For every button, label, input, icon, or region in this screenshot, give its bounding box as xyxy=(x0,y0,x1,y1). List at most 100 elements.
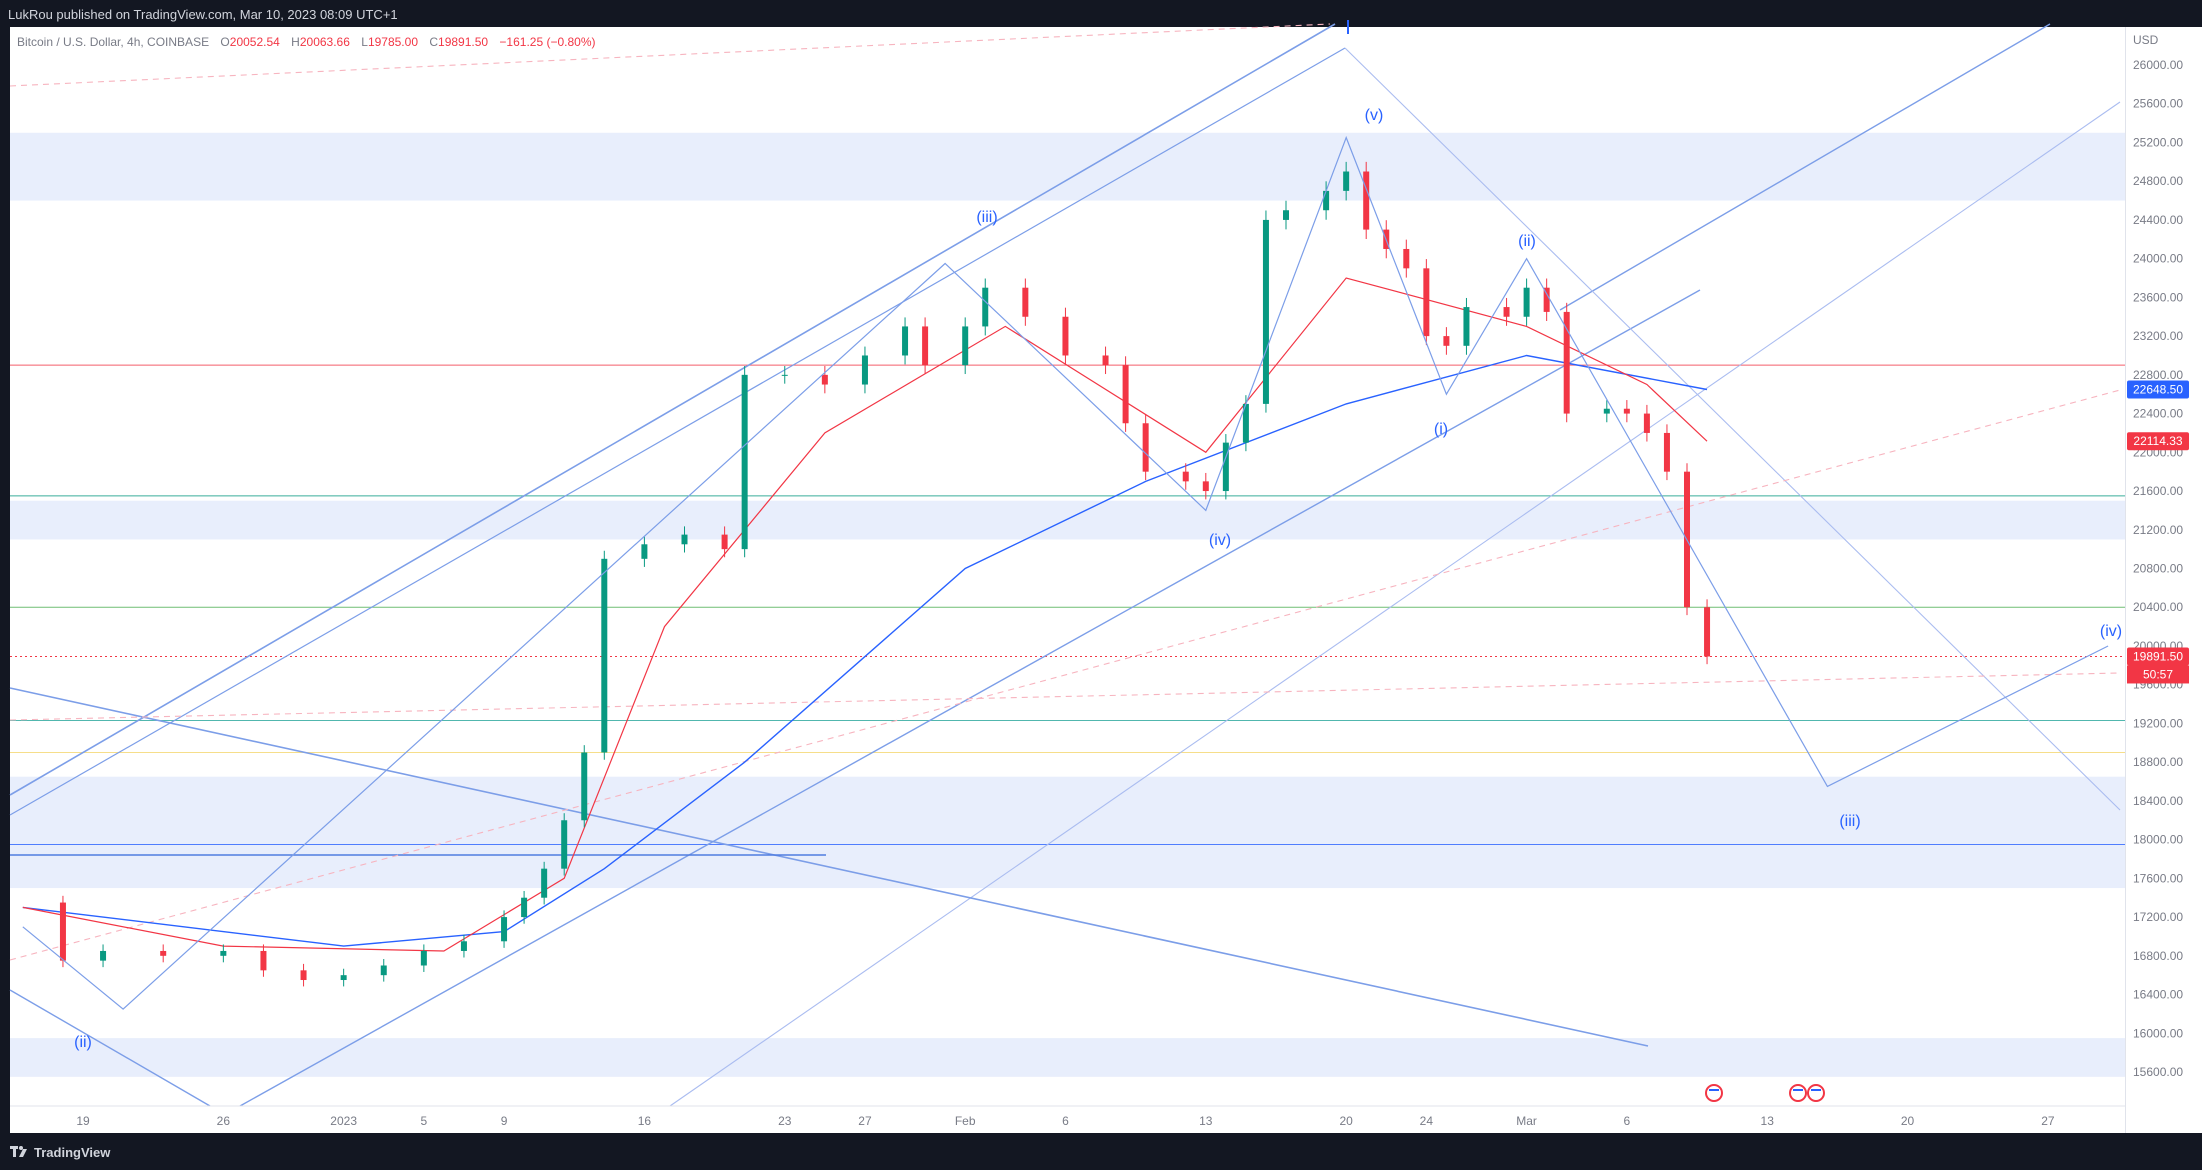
candle-body xyxy=(1463,307,1470,346)
candle-body xyxy=(601,558,608,753)
wave-swing-line xyxy=(22,135,2109,1010)
descending-line xyxy=(9,687,1649,1047)
candle-body xyxy=(1182,471,1189,482)
channel-upper-line xyxy=(9,23,1336,796)
legend-close-value: 19891.50 xyxy=(438,35,488,49)
candle-body xyxy=(1423,268,1430,337)
candle-body xyxy=(641,544,648,559)
legend-open-label: O xyxy=(220,35,229,49)
candle-body xyxy=(681,534,688,545)
time-tick-label: 27 xyxy=(2041,1114,2055,1128)
support-resistance-zones xyxy=(10,132,2125,1077)
us-flag-event-icon[interactable] xyxy=(1789,1084,1807,1102)
candle-body xyxy=(340,975,347,981)
candle-body xyxy=(861,355,868,385)
time-tick-label: 27 xyxy=(858,1114,872,1128)
dashed-line-3 xyxy=(9,389,2121,961)
candle-body xyxy=(1323,190,1330,211)
candle-body xyxy=(1022,287,1029,317)
time-tick-label: 6 xyxy=(1624,1114,1631,1128)
time-tick-label: Mar xyxy=(1516,1114,1537,1128)
candle-body xyxy=(1443,336,1450,346)
price-tick-label: 18400.00 xyxy=(2133,794,2183,808)
price-tick-label: 22400.00 xyxy=(2133,407,2183,421)
wave-label-iii-target[interactable]: (iii) xyxy=(1839,813,1860,830)
economic-event-markers[interactable] xyxy=(1705,1084,1825,1102)
candle-body xyxy=(821,374,828,385)
candle-body xyxy=(1142,423,1149,472)
price-tick-label: 17600.00 xyxy=(2133,871,2183,885)
price-tick-label: 24800.00 xyxy=(2133,174,2183,188)
published-header: LukRou published on TradingView.com, Mar… xyxy=(0,0,2202,27)
price-tick-label: 16800.00 xyxy=(2133,949,2183,963)
time-tick-label: 6 xyxy=(1062,1114,1069,1128)
price-axis[interactable] xyxy=(2125,27,2202,1133)
candle-body xyxy=(1503,307,1510,317)
legend-symbol: Bitcoin / U.S. Dollar, 4h, COINBASE xyxy=(17,35,209,49)
candle-body xyxy=(1062,316,1069,356)
elliott-wave-path xyxy=(22,135,2109,1010)
dashed-line-2 xyxy=(9,672,2121,721)
price-zone xyxy=(10,776,2125,889)
candle-body xyxy=(380,965,387,976)
time-tick-label: 20 xyxy=(1901,1114,1915,1128)
candle-body xyxy=(741,374,748,550)
ma-red-line xyxy=(22,277,1708,952)
time-tick-label: 26 xyxy=(217,1114,231,1128)
candle-body xyxy=(1643,413,1650,433)
price-axis-badges: 22648.50 22114.33 19891.50 50:57 xyxy=(2127,380,2189,684)
candle-body xyxy=(581,752,588,821)
big-channel-lower-line xyxy=(669,101,2121,1107)
price-tick-label: 20800.00 xyxy=(2133,562,2183,576)
ma-blue-line xyxy=(22,354,1708,947)
price-tick-label: 23200.00 xyxy=(2133,329,2183,343)
candle-body xyxy=(1663,432,1670,472)
price-tick-label: 19200.00 xyxy=(2133,716,2183,730)
candle-body xyxy=(962,326,969,366)
candle-body xyxy=(59,902,66,961)
price-tick-label: 25600.00 xyxy=(2133,97,2183,111)
us-flag-event-icon[interactable] xyxy=(1807,1084,1825,1102)
wave-label-ii-high[interactable]: (ii) xyxy=(1518,233,1536,250)
horizontal-levels xyxy=(10,364,2125,845)
ma-red-price-badge-bg xyxy=(2127,432,2189,451)
time-axis-labels: 19 26 2023 5 9 16 23 27 Feb 6 13 20 24 Mar 6 13 20 27 xyxy=(76,1114,2055,1128)
channel-lower-line xyxy=(239,289,1701,1107)
left-border xyxy=(0,27,10,1133)
us-flag-event-icon[interactable] xyxy=(1705,1084,1723,1102)
candle-body xyxy=(460,941,467,951)
price-tick-label: 21200.00 xyxy=(2133,523,2183,537)
candle-body xyxy=(1122,365,1129,424)
ma-blue-price-badge: 22648.50 xyxy=(2133,383,2183,397)
candle-body xyxy=(100,950,107,961)
symbol-legend: Bitcoin / U.S. Dollar, 4h, COINBASE O200… xyxy=(17,35,596,49)
wave-label-iv-target[interactable]: (iv) xyxy=(2100,623,2122,640)
candle-body xyxy=(1102,355,1109,366)
wave-label-v-top[interactable]: (v) xyxy=(1365,107,1384,124)
ma-blue-price-badge-bg xyxy=(2127,380,2189,399)
descending-line-2 xyxy=(9,989,211,1107)
dashed-line-1 xyxy=(9,23,1331,87)
candle-body xyxy=(420,950,427,966)
channel-mid-line xyxy=(9,47,1346,816)
time-tick-label: 24 xyxy=(1420,1114,1434,1128)
candle-body xyxy=(300,970,307,981)
wave-label-iv-low[interactable]: (iv) xyxy=(1209,532,1231,549)
candle-body xyxy=(781,374,788,376)
wave-label-i-low[interactable]: (i) xyxy=(1434,421,1448,438)
candle-body xyxy=(220,950,227,956)
price-tick-label: 20400.00 xyxy=(2133,600,2183,614)
price-zone xyxy=(10,1038,2125,1077)
candle-body xyxy=(1343,171,1350,191)
candle-body xyxy=(1222,442,1229,492)
legend-high-label: H xyxy=(291,35,300,49)
time-tick-label: 13 xyxy=(1199,1114,1213,1128)
candle-body xyxy=(1523,287,1530,317)
candle-body xyxy=(260,950,267,971)
wave-label-iii-top[interactable]: (iii) xyxy=(976,209,997,226)
legend-open-value: 20052.54 xyxy=(230,35,280,49)
candle-body xyxy=(922,326,929,366)
candle-body xyxy=(1262,219,1269,404)
candle-body xyxy=(1283,210,1289,220)
wave-label-ii-early[interactable]: (ii) xyxy=(74,1034,92,1051)
